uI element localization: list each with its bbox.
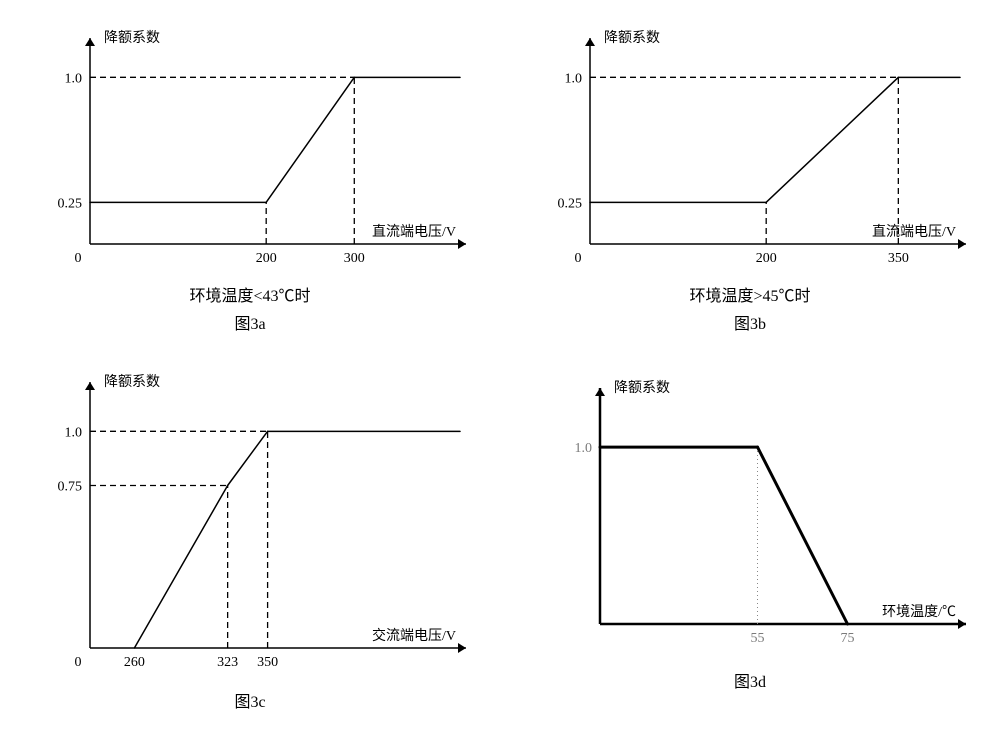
svg-text:直流端电压/V: 直流端电压/V: [372, 223, 456, 240]
svg-text:0: 0: [75, 251, 82, 266]
svg-text:200: 200: [756, 251, 777, 266]
svg-text:1.0: 1.0: [65, 71, 83, 86]
svg-text:降额系数: 降额系数: [104, 30, 160, 46]
panel-3b: 降额系数直流端电压/V 0 0.25 1.0 200 350 环境温度>45℃时 图3b: [520, 20, 980, 334]
svg-text:0: 0: [575, 251, 582, 266]
svg-text:0.25: 0.25: [58, 196, 83, 211]
svg-text:323: 323: [217, 655, 238, 670]
subtitle-3a: 环境温度<43℃时: [189, 282, 310, 306]
panel-3c: 降额系数交流端电压/V 0 0.75 1.0 260 323 350 图3c: [20, 364, 480, 712]
svg-text:1.0: 1.0: [565, 71, 583, 86]
svg-text:降额系数: 降额系数: [604, 30, 660, 46]
figure-grid: 降额系数直流端电压/V00.251.0200300 环境温度<43℃时 图3a …: [20, 20, 980, 712]
svg-text:0.75: 0.75: [58, 480, 83, 495]
svg-text:0.25: 0.25: [558, 196, 583, 211]
chart-3c: 降额系数交流端电压/V 0 0.75 1.0 260 323 350: [20, 364, 480, 684]
svg-text:降额系数: 降额系数: [614, 380, 670, 396]
chart-3a: 降额系数直流端电压/V 0 0.25 1.0 200 300: [20, 20, 480, 280]
caption-3b: 图3b: [734, 310, 766, 334]
chart-3d: 降额系数环境温度/℃ 1.0 55 75: [520, 364, 980, 664]
svg-text:1.0: 1.0: [575, 441, 593, 456]
panel-3d: 降额系数环境温度/℃ 1.0 55 75 图3d: [520, 364, 980, 712]
caption-3a: 图3a: [234, 310, 265, 334]
svg-text:直流端电压/V: 直流端电压/V: [872, 223, 956, 240]
svg-text:0: 0: [75, 655, 82, 670]
svg-text:260: 260: [124, 655, 145, 670]
svg-text:55: 55: [751, 631, 765, 646]
subtitle-3b: 环境温度>45℃时: [689, 282, 810, 306]
svg-text:350: 350: [257, 655, 278, 670]
caption-3d: 图3d: [734, 668, 766, 692]
svg-text:交流端电压/V: 交流端电压/V: [372, 627, 456, 644]
svg-text:1.0: 1.0: [65, 425, 83, 440]
svg-text:350: 350: [888, 251, 909, 266]
svg-text:200: 200: [256, 251, 277, 266]
chart-3b: 降额系数直流端电压/V 0 0.25 1.0 200 350: [520, 20, 980, 280]
caption-3c: 图3c: [234, 688, 265, 712]
svg-text:环境温度/℃: 环境温度/℃: [882, 604, 956, 620]
svg-text:降额系数: 降额系数: [104, 374, 160, 390]
svg-text:300: 300: [344, 251, 365, 266]
panel-3a: 降额系数直流端电压/V 0 0.25 1.0 200 300 环境温度<43℃时 图3a: [20, 20, 480, 334]
svg-text:75: 75: [841, 631, 855, 646]
